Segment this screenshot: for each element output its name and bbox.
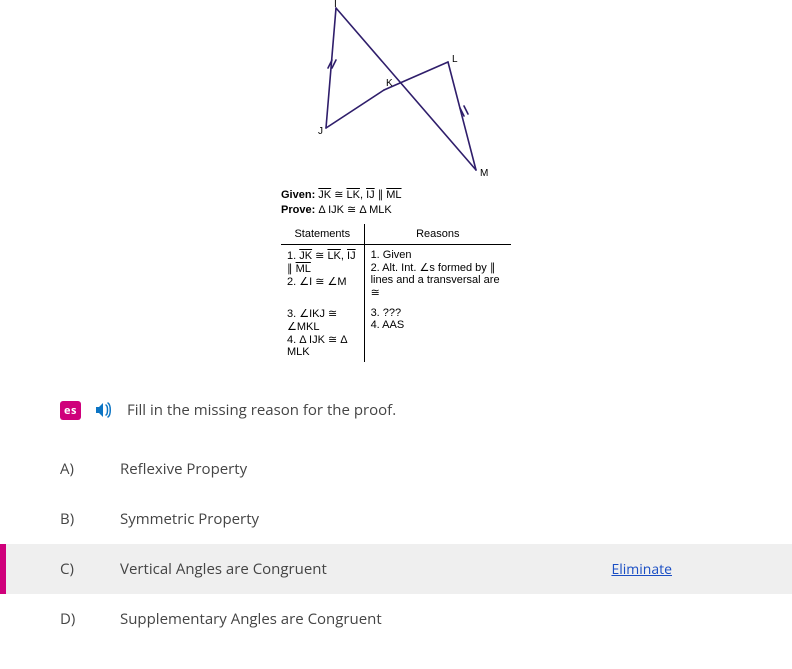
svg-text:K: K: [386, 78, 393, 89]
choice-a[interactable]: A) Reflexive Property: [0, 444, 792, 494]
triangle-diagram: I J K L M: [266, 0, 526, 180]
choice-text: Vertical Angles are Congruent: [120, 559, 792, 579]
choice-letter: D): [60, 609, 120, 629]
prove-text: Δ IJK ≅ Δ MLK: [318, 204, 391, 216]
given-prove: Given: JK ≅ LK, IJ ∥ ML Prove: Δ IJK ≅ Δ…: [281, 188, 511, 218]
choice-b[interactable]: B) Symmetric Property: [0, 494, 792, 544]
question-row: es Fill in the missing reason for the pr…: [60, 400, 720, 420]
figure-area: I J K L M Given: JK ≅ LK, IJ ∥ ML Prove:…: [0, 0, 792, 362]
answer-choices: A) Reflexive Property B) Symmetric Prope…: [0, 444, 792, 644]
th-reasons: Reasons: [364, 224, 511, 245]
choice-letter: C): [60, 559, 120, 579]
choice-text: Reflexive Property: [120, 459, 792, 479]
choice-d[interactable]: D) Supplementary Angles are Congruent: [0, 594, 792, 644]
svg-text:I: I: [334, 0, 337, 10]
eliminate-link[interactable]: Eliminate: [611, 560, 672, 579]
prove-label: Prove:: [281, 204, 315, 216]
language-badge[interactable]: es: [60, 401, 81, 420]
svg-text:J: J: [318, 126, 323, 137]
given-label: Given:: [281, 189, 315, 201]
choice-text: Symmetric Property: [120, 509, 792, 529]
svg-text:L: L: [452, 54, 458, 65]
choice-letter: B): [60, 509, 120, 529]
th-statements: Statements: [281, 224, 364, 245]
question-text: Fill in the missing reason for the proof…: [127, 400, 396, 420]
svg-text:M: M: [480, 168, 488, 179]
proof-table: Statements Reasons 1. JK ≅ LK, IJ ∥ ML: [281, 224, 511, 362]
choice-c[interactable]: C) Vertical Angles are Congruent Elimina…: [0, 544, 792, 594]
speaker-icon[interactable]: [95, 402, 113, 418]
choice-letter: A): [60, 459, 120, 479]
choice-text: Supplementary Angles are Congruent: [120, 609, 792, 629]
